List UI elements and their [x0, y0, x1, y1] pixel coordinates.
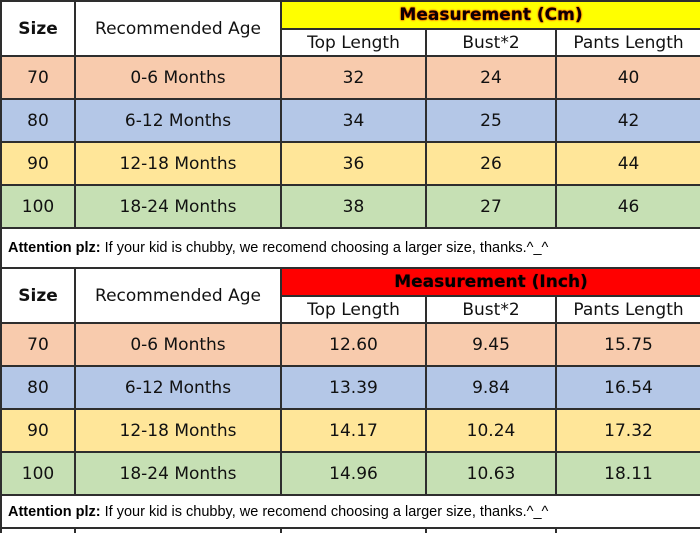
- cell-size: 90: [0, 141, 76, 186]
- cm-row-size-90: 90 12-18 Months 36 26 44: [0, 141, 700, 186]
- inch-row-size-90: 90 12-18 Months 14.17 10.24 17.32: [0, 408, 700, 453]
- cell-top-length: 14.17: [280, 408, 427, 453]
- empty-cell: [74, 527, 282, 533]
- inch-row-size-80: 80 6-12 Months 13.39 9.84 16.54: [0, 365, 700, 410]
- cell-top-length: 32: [280, 55, 427, 100]
- inch-bust-header: Bust*2: [425, 295, 557, 324]
- cell-age: 12-18 Months: [74, 408, 282, 453]
- cell-pants-length: 16.54: [554, 365, 700, 410]
- inch-attention-row: Attention plz: If your kid is chubby, we …: [0, 494, 700, 529]
- cell-size: 70: [0, 55, 76, 100]
- cm-row-size-100: 100 18-24 Months 38 27 46: [0, 184, 700, 229]
- cell-age: 18-24 Months: [74, 184, 282, 229]
- cell-bust: 26: [425, 141, 557, 186]
- cell-age: 12-18 Months: [74, 141, 282, 186]
- cell-pants-length: 17.32: [554, 408, 700, 453]
- cell-top-length: 36: [280, 141, 427, 186]
- attention-text: If your kid is chubby, we recomend choos…: [104, 503, 549, 520]
- cell-size: 90: [0, 408, 76, 453]
- cell-age: 0-6 Months: [74, 55, 282, 100]
- empty-cell: [0, 527, 76, 533]
- inch-measurement-band: Measurement (Inch): [279, 267, 700, 297]
- cm-age-column-header: Recommended Age: [74, 0, 282, 57]
- cm-header-band-row: Size Recommended Age Measurement (Cm): [0, 0, 700, 57]
- cell-top-length: 13.39: [280, 365, 427, 410]
- cell-age: 0-6 Months: [74, 322, 282, 367]
- cell-pants-length: 40: [554, 55, 700, 100]
- cell-pants-length: 44: [554, 141, 700, 186]
- attention-note: Attention plz: If your kid is chubby, we …: [0, 227, 700, 269]
- cell-size: 100: [0, 451, 76, 496]
- cm-size-column-header: Size: [0, 0, 76, 57]
- cell-size: 70: [0, 322, 76, 367]
- cm-top-length-header: Top Length: [280, 28, 427, 57]
- cell-age: 18-24 Months: [74, 451, 282, 496]
- cm-attention-row: Attention plz: If your kid is chubby, we …: [0, 227, 700, 269]
- attention-text: If your kid is chubby, we recomend choos…: [104, 240, 549, 256]
- inch-row-size-100: 100 18-24 Months 14.96 10.63 18.11: [0, 451, 700, 496]
- cell-bust: 27: [425, 184, 557, 229]
- cell-bust: 25: [425, 98, 557, 143]
- cell-bust: 10.63: [425, 451, 557, 496]
- cell-size: 80: [0, 365, 76, 410]
- cm-row-size-80: 80 6-12 Months 34 25 42: [0, 98, 700, 143]
- inch-age-column-header: Recommended Age: [74, 267, 282, 324]
- cell-pants-length: 15.75: [554, 322, 700, 367]
- cell-bust: 9.84: [425, 365, 557, 410]
- cm-row-size-70: 70 0-6 Months 32 24 40: [0, 55, 700, 100]
- cell-top-length: 38: [280, 184, 427, 229]
- inch-subheader-row: Top Length Bust*2 Pants Length: [1, 295, 700, 324]
- inch-pants-length-header: Pants Length: [554, 295, 700, 324]
- cell-top-length: 12.60: [280, 322, 427, 367]
- cell-age: 6-12 Months: [74, 98, 282, 143]
- cell-top-length: 14.96: [280, 451, 427, 496]
- cell-pants-length: 42: [554, 98, 700, 143]
- cm-measurement-band: Measurement (Cm): [279, 0, 700, 30]
- cell-top-length: 34: [280, 98, 427, 143]
- cell-size: 80: [0, 98, 76, 143]
- cell-bust: 24: [425, 55, 557, 100]
- attention-label: Attention plz:: [8, 503, 101, 520]
- cell-bust: 10.24: [425, 408, 557, 453]
- inch-row-size-70: 70 0-6 Months 12.60 9.45 15.75: [0, 322, 700, 367]
- empty-cell: [280, 527, 427, 533]
- cm-bust-header: Bust*2: [425, 28, 557, 57]
- inch-top-length-header: Top Length: [280, 295, 427, 324]
- inch-header-band-row: Size Recommended Age Measurement (Inch): [0, 267, 700, 324]
- cell-pants-length: 46: [554, 184, 700, 229]
- cm-pants-length-header: Pants Length: [554, 28, 700, 57]
- empty-cell: [425, 527, 557, 533]
- clipped-bottom-row: [0, 527, 700, 533]
- inch-size-column-header: Size: [0, 267, 76, 324]
- cell-age: 6-12 Months: [74, 365, 282, 410]
- cell-size: 100: [0, 184, 76, 229]
- attention-label: Attention plz:: [8, 240, 101, 256]
- cell-pants-length: 18.11: [554, 451, 700, 496]
- attention-note: Attention plz: If your kid is chubby, we …: [0, 494, 700, 529]
- cm-subheader-row: Top Length Bust*2 Pants Length: [1, 28, 700, 57]
- cell-bust: 9.45: [425, 322, 557, 367]
- empty-cell: [554, 527, 700, 533]
